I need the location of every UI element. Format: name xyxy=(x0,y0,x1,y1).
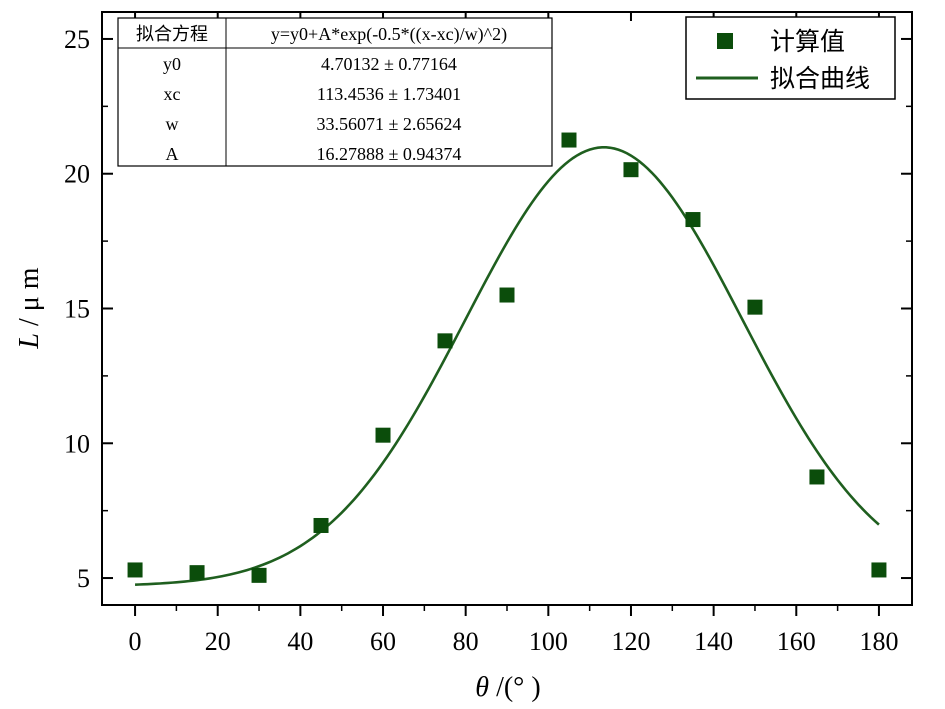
x-tick-label: 80 xyxy=(453,627,479,656)
data-point xyxy=(128,562,143,577)
x-tick-label: 120 xyxy=(611,627,650,656)
data-point xyxy=(685,212,700,227)
data-point xyxy=(252,568,267,583)
fit-table-header-formula: y=y0+A*exp(-0.5*((x-xc)/w)^2) xyxy=(271,24,507,45)
fit-table: 拟合方程 y=y0+A*exp(-0.5*((x-xc)/w)^2) y0 4.… xyxy=(118,18,552,166)
fit-curve-line xyxy=(135,147,879,584)
x-tick-label: 160 xyxy=(777,627,816,656)
y-axis-symbol: L xyxy=(14,333,45,350)
legend: 计算值 拟合曲线 xyxy=(686,17,895,99)
fit-row-y0-param: y0 xyxy=(163,54,181,74)
data-point xyxy=(871,562,886,577)
fit-row-a-value: 16.27888 ± 0.94374 xyxy=(317,144,462,164)
x-tick-label: 140 xyxy=(694,627,733,656)
y-tick-label: 10 xyxy=(64,429,90,458)
data-point xyxy=(438,333,453,348)
fit-row-w-value: 33.56071 ± 2.65624 xyxy=(317,114,462,134)
fit-row-xc-param: xc xyxy=(164,84,181,104)
fit-row-y0-value: 4.70132 ± 0.77164 xyxy=(321,54,457,74)
fit-table-header-label: 拟合方程 xyxy=(136,24,208,45)
data-point xyxy=(190,565,205,580)
x-axis-unit: /(° ) xyxy=(489,672,541,703)
y-axis-unit: / μ m xyxy=(14,267,45,333)
x-tick-label: 0 xyxy=(129,627,142,656)
y-tick-label: 20 xyxy=(64,160,90,189)
data-point xyxy=(376,428,391,443)
x-axis-symbol: θ xyxy=(475,672,489,703)
legend-marker-square xyxy=(717,33,733,49)
x-tick-label: 100 xyxy=(529,627,568,656)
y-tick-label: 5 xyxy=(77,564,90,593)
legend-label-fit: 拟合曲线 xyxy=(770,64,870,93)
y-tick-label: 25 xyxy=(64,25,90,54)
y-tick-label: 15 xyxy=(64,295,90,324)
x-axis-title: θ /(° ) xyxy=(475,672,540,703)
data-points-layer xyxy=(128,133,887,583)
fit-row-a-param: A xyxy=(166,144,179,164)
x-tick-label: 180 xyxy=(859,627,898,656)
data-point xyxy=(314,518,329,533)
fit-curve-layer xyxy=(135,147,879,584)
x-tick-label: 20 xyxy=(205,627,231,656)
data-point xyxy=(623,162,638,177)
y-axis-title: L / μ m xyxy=(14,267,45,349)
legend-label-scatter: 计算值 xyxy=(770,27,845,56)
x-tick-label: 60 xyxy=(370,627,396,656)
fit-row-w-param: w xyxy=(166,114,179,134)
x-tick-label: 40 xyxy=(287,627,313,656)
data-point xyxy=(809,469,824,484)
data-point xyxy=(561,133,576,148)
data-point xyxy=(500,288,515,303)
fit-row-xc-value: 113.4536 ± 1.73401 xyxy=(317,84,461,104)
data-point xyxy=(747,300,762,315)
